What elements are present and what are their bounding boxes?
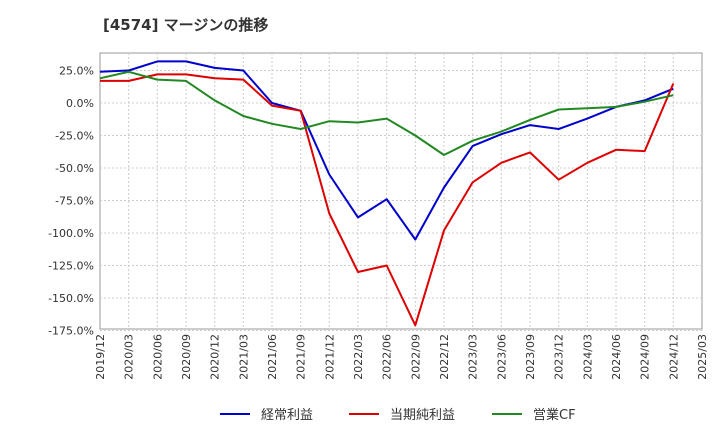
x-tick-label: 2023/03 — [467, 334, 480, 380]
series-line — [99, 70, 674, 156]
x-tick-label: 2024/03 — [581, 334, 594, 380]
y-tick-label: -50.0% — [55, 162, 94, 175]
y-tick-label: -75.0% — [55, 195, 94, 208]
series-line — [100, 73, 675, 327]
y-tick-label: -25.0% — [55, 130, 94, 143]
y-tick-label: -175.0% — [48, 325, 94, 338]
x-tick-label: 2022/03 — [352, 334, 365, 380]
legend-item: 営業CF — [492, 407, 576, 423]
x-tick-label: 2024/12 — [667, 334, 680, 380]
x-tick-label: 2021/06 — [266, 334, 279, 380]
x-tick-label: 2022/12 — [438, 334, 451, 380]
legend-label: 当期純利益 — [390, 408, 455, 423]
x-tick-label: 2023/09 — [524, 334, 537, 380]
x-tick-label: 2024/09 — [639, 334, 652, 380]
y-tick-label: 25.0% — [59, 65, 94, 78]
x-tick-label: 2022/09 — [409, 334, 422, 380]
legend-label: 経常利益 — [261, 408, 313, 423]
y-axis-tick-labels: 25.0% 0.0% -25.0% -50.0% -75.0% -100.0% -125.0… — [48, 65, 94, 338]
x-tick-label: 2024/06 — [610, 334, 623, 380]
legend-label: 営業CF — [533, 407, 576, 423]
x-tick-label: 2021/03 — [237, 334, 250, 380]
y-tick-label: -125.0% — [48, 260, 94, 273]
x-tick-label: 2020/03 — [123, 334, 136, 380]
x-tick-label: 2025/03 — [696, 334, 709, 380]
y-tick-label: -100.0% — [48, 227, 94, 240]
x-axis-tick-labels: 2019/12 2020/03 2020/06 2020/09 2020/12 2021/… — [94, 334, 709, 380]
y-tick-label: 0.0% — [66, 97, 94, 110]
legend: 経常利益 当期純利益 営業CF — [220, 407, 576, 423]
y-tick-label: -150.0% — [48, 292, 94, 305]
x-tick-label: 2023/12 — [553, 334, 566, 380]
series-lines — [99, 60, 675, 327]
x-tick-label: 2021/09 — [295, 334, 308, 380]
x-tick-label: 2022/06 — [381, 334, 394, 380]
plot-area — [99, 52, 703, 330]
y-gridlines — [100, 70, 702, 331]
x-tick-label: 2020/12 — [209, 334, 222, 380]
legend-item: 当期純利益 — [349, 408, 455, 423]
chart-title: [4574] マージンの推移 — [103, 16, 269, 34]
x-tick-label: 2020/06 — [151, 334, 164, 380]
x-gridlines — [128, 53, 674, 329]
legend-item: 経常利益 — [220, 408, 313, 423]
x-tick-label: 2020/09 — [180, 334, 193, 380]
series-line — [99, 60, 674, 241]
x-tick-label: 2023/06 — [495, 334, 508, 380]
x-tick-label: 2019/12 — [94, 334, 107, 380]
x-tick-label: 2021/12 — [323, 334, 336, 380]
